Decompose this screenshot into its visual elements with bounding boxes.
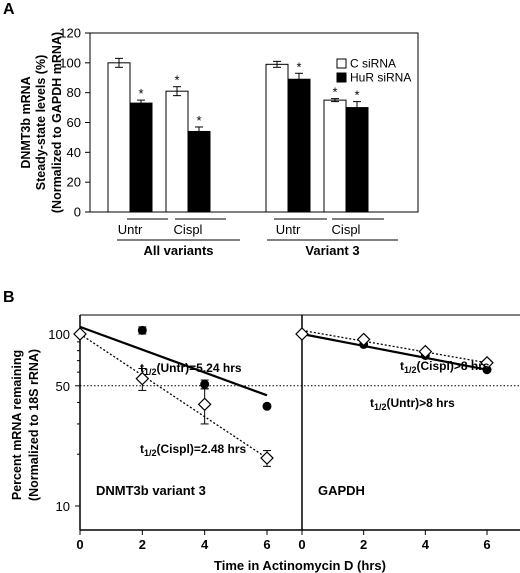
data-point-untr (137, 325, 147, 335)
panel-b-plot-frame: 10 50 100 (48, 314, 520, 531)
fit-line-cispl (301, 329, 488, 364)
data-point-cispl (73, 327, 87, 341)
y-tick-label: 0 (74, 205, 81, 220)
significance-marker: * (332, 85, 337, 100)
y-tick-label: 50 (56, 379, 70, 394)
bar (323, 99, 347, 213)
panel-b-y-axis-label: Percent mRNA remaining (Normalized to 18S… (10, 349, 41, 501)
legend-swatch (336, 72, 347, 83)
legend-label: C siRNA (350, 57, 396, 71)
panel-b: B Percent mRNA remaining (Normalized to 1… (3, 289, 520, 573)
bar (129, 102, 153, 213)
y-tick-label: 100 (59, 55, 81, 70)
significance-marker: * (174, 73, 179, 88)
data-point-untr (482, 365, 492, 375)
x-tick-label: 4 (422, 537, 430, 552)
legend-label: HuR siRNA (350, 71, 411, 85)
fit-line-cispl (79, 333, 268, 459)
y-axis-label-line: DNMT3b mRNA (19, 76, 33, 168)
half-life-annotation: t1/2(Untr)=5.24 hrs (140, 361, 242, 377)
x-tick-label: 2 (360, 537, 367, 552)
y-axis-label-line: Percent mRNA remaining (10, 350, 24, 500)
data-point-untr (262, 401, 272, 411)
bar (265, 63, 289, 213)
bar (165, 90, 189, 213)
x-tick-label: 6 (263, 537, 270, 552)
significance-marker: * (138, 86, 143, 101)
panel-label-b: B (3, 289, 15, 306)
panel-label-a: A (3, 1, 15, 18)
panel-a-x-groups: Untr Cispl Untr Cispl All variants Variant 3 (117, 218, 398, 258)
fit-line-untr (301, 332, 488, 371)
half-life-annotation: t1/2(Cispl)>8 hrs (400, 359, 490, 375)
y-tick-label: 100 (48, 327, 70, 342)
category-label: Untr (276, 222, 301, 237)
y-tick-label: 80 (67, 85, 81, 100)
data-point-cispl (197, 397, 212, 412)
x-tick-label: 4 (201, 537, 209, 552)
data-point-cispl (356, 332, 371, 347)
x-tick-label: 0 (76, 537, 83, 552)
half-life-annotation: t1/2(Untr)>8 hrs (370, 396, 455, 412)
bar (287, 78, 311, 213)
x-tick-label: 0 (298, 537, 305, 552)
data-point-cispl (418, 344, 433, 359)
panel-b-plot-content: 0 2 4 6 t1/2(Untr)=5.24 hrs t1/2(Cispl)=2.48 … (73, 325, 494, 552)
data-point-cispl (295, 327, 309, 341)
data-point-cispl (135, 371, 150, 386)
panel-a-y-axis-label: DNMT3b mRNA Steady-state levels (%) (Norma… (19, 32, 64, 213)
y-tick-label: 20 (67, 175, 81, 190)
panel-a-bars: * * * * * * (107, 57, 369, 213)
half-life-annotation: t1/2(Cispl)=2.48 hrs (140, 442, 247, 458)
bar (345, 107, 369, 213)
data-point-untr (200, 379, 210, 389)
category-label: Untr (118, 222, 143, 237)
bar (107, 62, 131, 213)
data-point-cispl (480, 355, 494, 370)
subplot-title: GAPDH (318, 483, 365, 498)
y-tick-label: 10 (56, 499, 70, 514)
data-point-cispl (260, 451, 274, 465)
category-label: Cispl (332, 222, 361, 237)
y-axis-label-line: (Normalized to GAPDH mRNA) (50, 32, 64, 213)
panel-b-x-axis-label: Time in Actinomycin D (hrs) (214, 558, 386, 573)
group-label: Variant 3 (305, 243, 359, 258)
x-tick-label: 2 (139, 537, 146, 552)
significance-marker: * (196, 113, 201, 128)
y-axis-label-line: (Normalized to 18S rRNA) (27, 349, 41, 501)
y-tick-label: 40 (67, 145, 81, 160)
legend-swatch (336, 58, 347, 69)
category-label: Cispl (174, 222, 203, 237)
fit-line-untr (79, 325, 268, 397)
bar (187, 130, 211, 213)
panel-a-y-axis: 0 20 40 60 80 100 120 (59, 26, 419, 220)
subplot-2: 0 2 4 6 t1/2(Cispl)>8 hrs t1/2(Untr)>8 hrs GAP… (295, 327, 494, 552)
subplot-1: 0 2 4 6 t1/2(Untr)=5.24 hrs t1/2(Cispl)=2.48 … (73, 325, 274, 552)
subplot-title: DNMT3b variant 3 (96, 483, 206, 498)
panel-a: A DNMT3b mRNA Steady-state levels (%) (Nor… (3, 1, 419, 258)
significance-marker: * (354, 88, 359, 103)
significance-marker: * (296, 59, 301, 74)
y-axis-label-line: Steady-state levels (%) (34, 55, 48, 190)
group-label: All variants (143, 243, 213, 258)
y-tick-label: 120 (59, 26, 81, 41)
x-tick-label: 6 (483, 537, 490, 552)
y-tick-label: 60 (67, 115, 81, 130)
